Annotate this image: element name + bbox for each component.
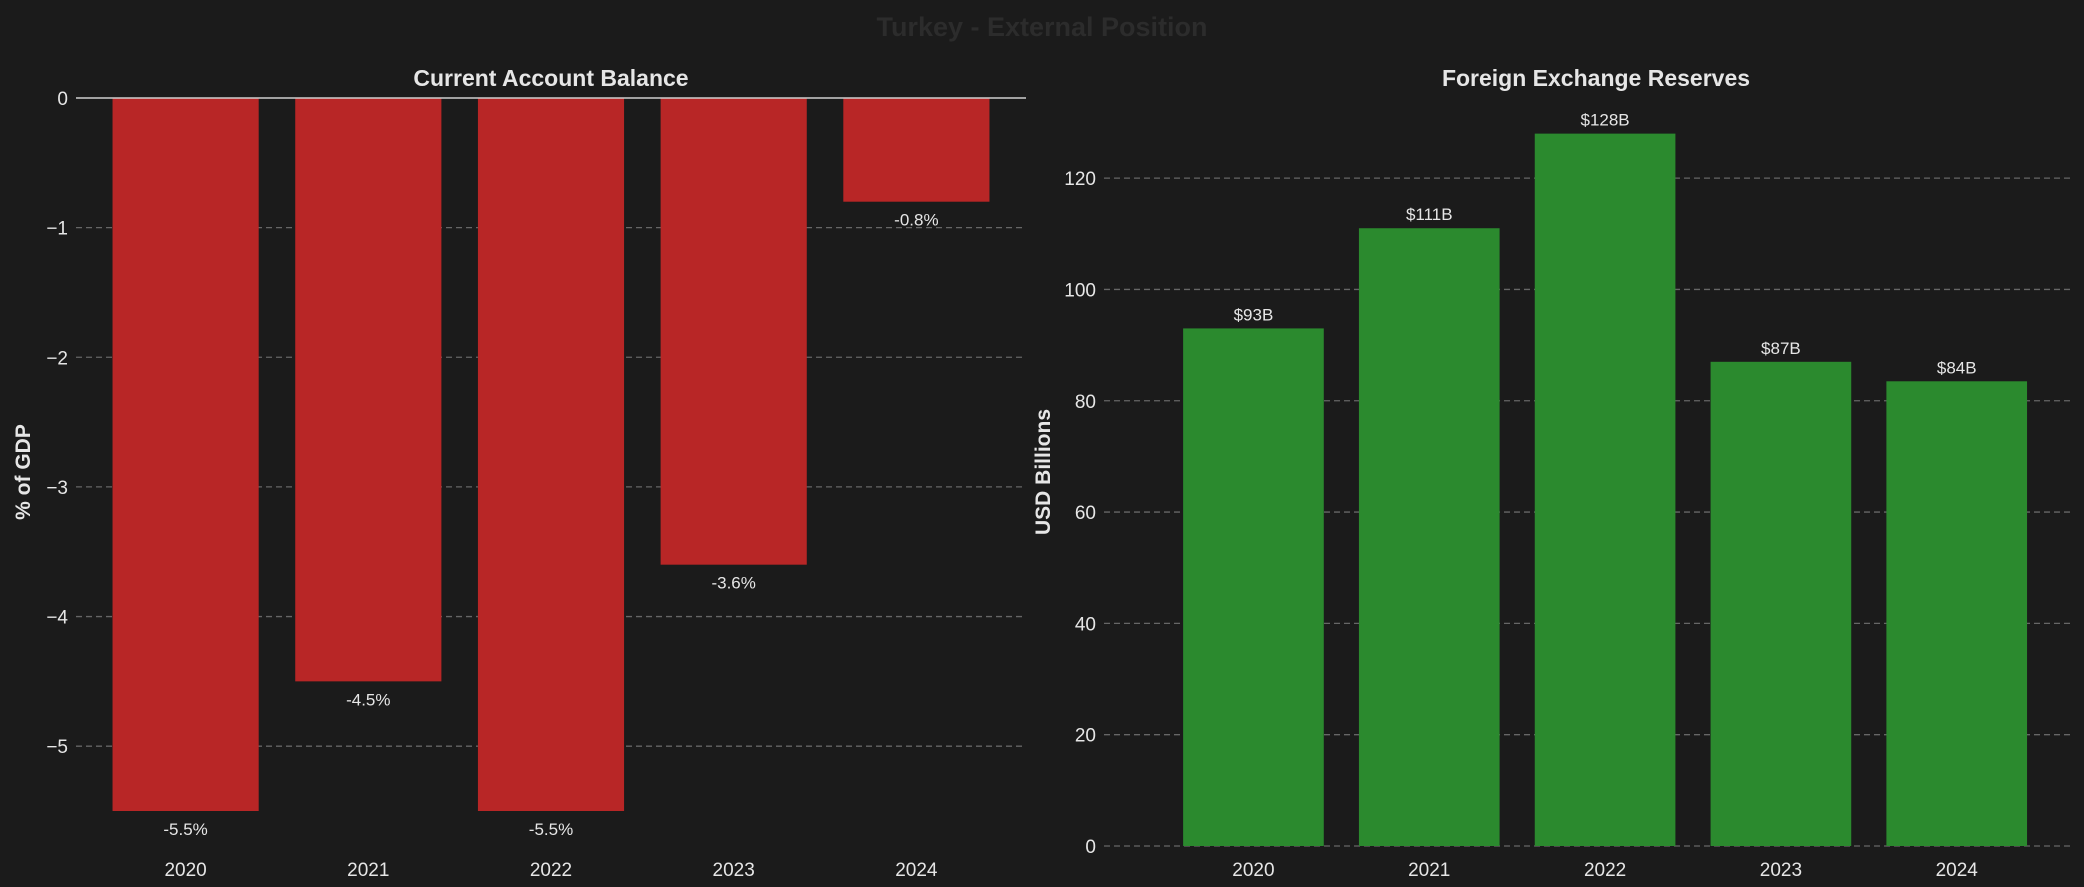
suptitle: Turkey - External Position (876, 12, 1207, 42)
y-axis-label: USD Billions (1032, 409, 1055, 535)
bar-2024 (843, 98, 990, 202)
y-tick-label: 40 (1075, 614, 1096, 635)
y-tick-label: −4 (46, 608, 68, 629)
x-tick-label: 2020 (1232, 860, 1274, 881)
y-tick-label: 100 (1064, 280, 1096, 301)
y-tick-label: 60 (1075, 503, 1096, 524)
data-label: -5.5% (163, 820, 207, 839)
data-label: -0.8% (894, 211, 938, 230)
bar-2020 (112, 98, 259, 811)
fx-reserves-chart: Foreign Exchange Reserves USD Billions 0… (1032, 65, 2071, 881)
bar-2022 (477, 98, 625, 811)
y-tick-label: −5 (46, 737, 68, 758)
x-tick-label: 2020 (164, 860, 206, 881)
bar-2023 (1710, 361, 1852, 846)
y-tick-label: 0 (1085, 837, 1096, 858)
y-tick-label: −3 (46, 478, 68, 499)
data-label: $93B (1234, 305, 1274, 324)
bar-2023 (660, 98, 807, 565)
data-label: $111B (1406, 205, 1453, 224)
y-tick-label: 0 (57, 89, 68, 110)
bar-2021 (1358, 228, 1500, 846)
y-tick-label: −2 (46, 348, 68, 369)
y-tick-label: 80 (1075, 392, 1096, 413)
y-tick-label: 120 (1064, 169, 1096, 190)
data-label: $84B (1937, 358, 1977, 377)
chart-title: Current Account Balance (413, 65, 688, 91)
y-axis-label: % of GDP (12, 424, 35, 520)
x-tick-label: 2024 (895, 860, 938, 881)
data-label: -4.5% (346, 690, 390, 709)
chart-title: Foreign Exchange Reserves (1442, 65, 1750, 91)
x-tick-label: 2023 (1760, 860, 1802, 881)
data-label: $87B (1761, 339, 1801, 358)
current-account-chart: Current Account Balance % of GDP 0 −1 −2 −3… (12, 65, 1026, 881)
bar-2022 (1534, 133, 1676, 847)
bar-2020 (1183, 328, 1324, 846)
bar-2024 (1886, 381, 2028, 846)
data-label: -3.6% (711, 574, 755, 593)
y-tick-label: 20 (1075, 726, 1096, 747)
x-tick-label: 2021 (347, 860, 389, 881)
x-tick-label: 2024 (1936, 860, 1979, 881)
x-tick-label: 2022 (1584, 860, 1626, 881)
y-tick-label: −1 (46, 219, 68, 240)
bar-2021 (295, 98, 442, 682)
x-tick-label: 2023 (713, 860, 755, 881)
x-tick-label: 2022 (530, 860, 572, 881)
data-label: $128B (1580, 111, 1629, 130)
x-tick-label: 2021 (1408, 860, 1450, 881)
data-label: -5.5% (529, 820, 573, 839)
